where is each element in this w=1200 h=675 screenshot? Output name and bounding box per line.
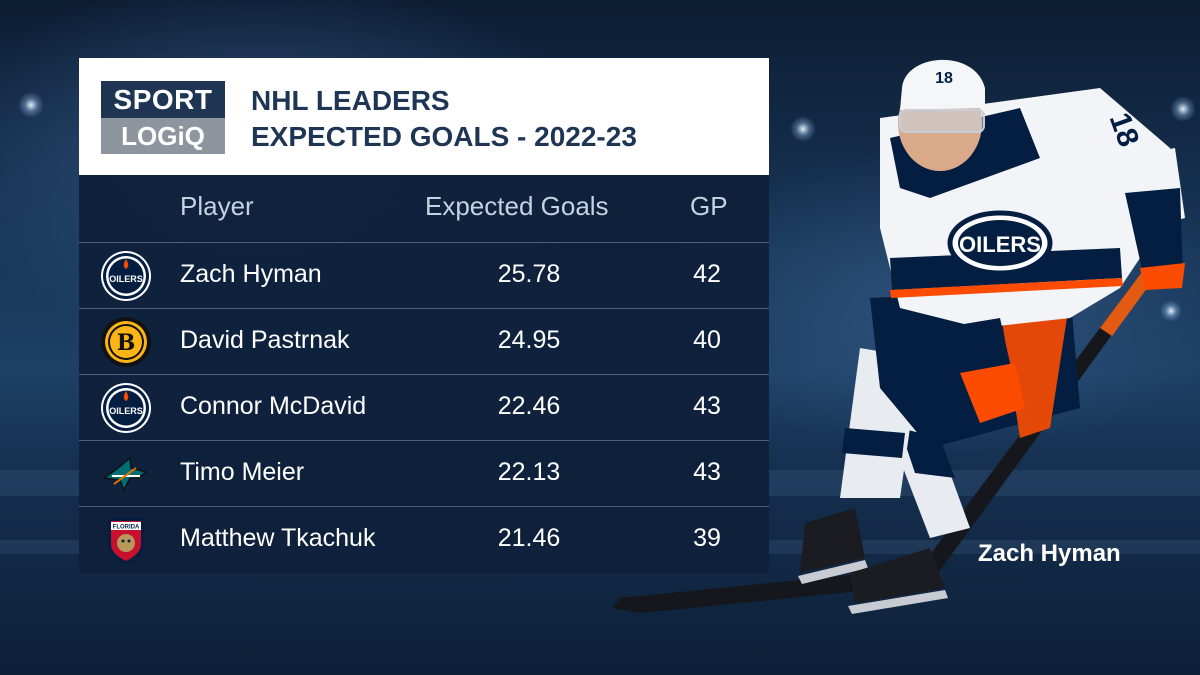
featured-player-caption: Zach Hyman bbox=[978, 540, 1121, 567]
arena-light bbox=[1170, 96, 1196, 122]
sportlogiq-logo: SPORT LOGiQ bbox=[101, 81, 225, 154]
player-photo: OILERS 18 18 bbox=[612, 59, 1185, 614]
table-row: OILERS Zach Hyman 25.78 42 bbox=[79, 242, 769, 308]
svg-text:18: 18 bbox=[935, 70, 953, 87]
expected-goals-value: 22.13 bbox=[497, 458, 561, 486]
sharks-logo-icon bbox=[102, 456, 148, 492]
expected-goals-value: 21.46 bbox=[497, 524, 561, 552]
logo-word-sport: SPORT bbox=[101, 81, 225, 118]
games-played-value: 43 bbox=[693, 458, 721, 486]
panthers-logo-icon: FLORIDA bbox=[108, 518, 144, 564]
player-name: David Pastrnak bbox=[180, 326, 350, 354]
svg-text:FLORIDA: FLORIDA bbox=[113, 525, 140, 531]
arena-light bbox=[790, 116, 816, 142]
player-name: Connor McDavid bbox=[180, 392, 367, 420]
arena-light bbox=[18, 92, 44, 118]
table-row: FLORIDA Matthew Tkachuk 21.46 39 bbox=[79, 506, 769, 572]
player-name: Zach Hyman bbox=[180, 260, 322, 288]
arena-light bbox=[1160, 300, 1182, 322]
table-row: Timo Meier 22.13 43 bbox=[79, 440, 769, 506]
games-played-value: 40 bbox=[693, 326, 721, 354]
games-played-value: 43 bbox=[693, 392, 721, 420]
player-name: Matthew Tkachuk bbox=[180, 524, 376, 552]
svg-text:OILERS: OILERS bbox=[959, 232, 1041, 257]
svg-text:OILERS: OILERS bbox=[109, 274, 143, 284]
games-played-value: 39 bbox=[693, 524, 721, 552]
oilers-logo-icon: OILERS bbox=[101, 383, 151, 433]
logo-word-logiq: LOGiQ bbox=[101, 118, 225, 154]
expected-goals-value: 22.46 bbox=[497, 392, 561, 420]
column-header-gp: GP bbox=[690, 191, 728, 221]
expected-goals-value: 24.95 bbox=[497, 326, 561, 354]
svg-text:OILERS: OILERS bbox=[109, 406, 143, 416]
table-row: B David Pastrnak 24.95 40 bbox=[79, 308, 769, 374]
svg-text:B: B bbox=[117, 330, 136, 356]
oilers-logo-icon: OILERS bbox=[101, 251, 151, 301]
page-title: NHL LEADERS bbox=[251, 85, 450, 116]
player-name: Timo Meier bbox=[180, 458, 305, 486]
table-header: Player Expected Goals GP bbox=[79, 175, 769, 242]
column-header-expected-goals: Expected Goals bbox=[425, 191, 609, 221]
page-subtitle: EXPECTED GOALS - 2022-23 bbox=[251, 121, 637, 152]
table-row: OILERS Connor McDavid 22.46 43 bbox=[79, 374, 769, 440]
title-card: SPORT LOGiQ NHL LEADERS EXPECTED GOALS -… bbox=[79, 58, 769, 175]
games-played-value: 42 bbox=[693, 260, 721, 288]
bruins-logo-icon: B bbox=[101, 317, 151, 367]
leaders-table: Player Expected Goals GP OILERS Zach Hym… bbox=[79, 175, 769, 573]
expected-goals-value: 25.78 bbox=[497, 260, 561, 288]
column-header-player: Player bbox=[180, 191, 254, 221]
